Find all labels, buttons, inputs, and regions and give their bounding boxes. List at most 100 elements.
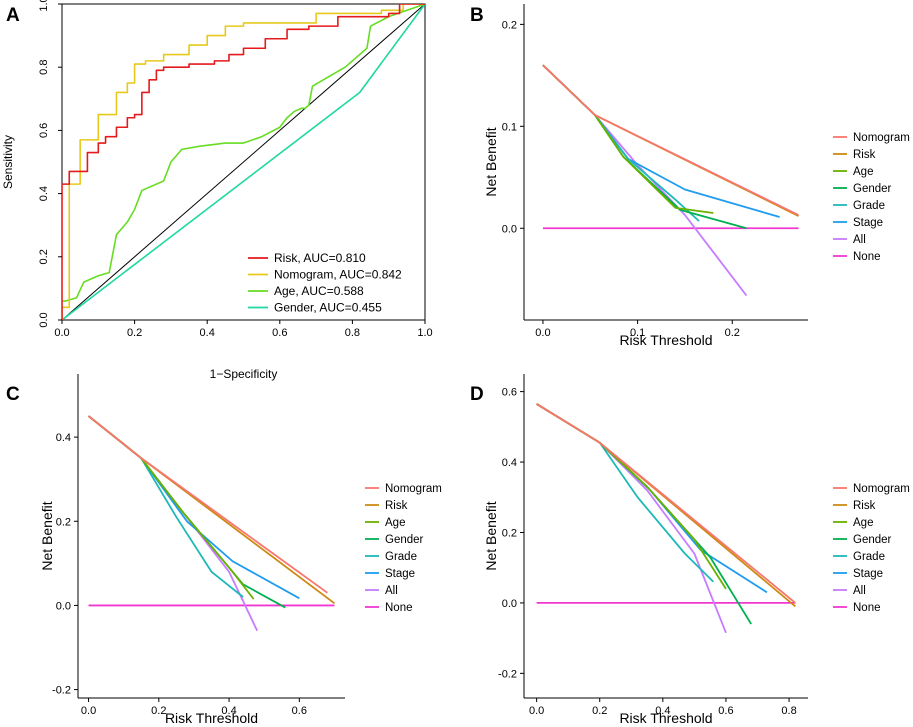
y-tick-label: 0.4 xyxy=(38,186,50,201)
x-tick-label: 0.2 xyxy=(592,705,607,717)
legend-label-grade: Grade xyxy=(385,551,417,563)
x-tick-label: 0.2 xyxy=(127,327,142,339)
series-line-nomogram xyxy=(62,4,425,320)
series-line-risk xyxy=(542,64,799,217)
legend-label-gender: Gender, AUC=0.455 xyxy=(274,301,382,315)
series-line-gender xyxy=(542,64,747,230)
panel-d-decision-curve: 0.0 0.2 0.4 0.6 0.8 -0.2 0.0 0.2 0.4 0.6 Risk Thre… xyxy=(483,374,910,726)
x-tick-label: 0.0 xyxy=(81,705,96,717)
series-line-grade xyxy=(87,415,244,598)
x-tick-label: 0.6 xyxy=(292,705,307,717)
y-tick-label: 0.2 xyxy=(502,19,517,31)
legend-label-none: None xyxy=(853,602,881,614)
legend-label-age: Age xyxy=(385,517,405,529)
y-axis-label: Sensitivity xyxy=(1,135,15,189)
plot-area xyxy=(87,415,336,632)
plot-area xyxy=(542,64,799,297)
series-line-gender xyxy=(536,403,752,625)
x-tick-label: 0.4 xyxy=(221,705,236,717)
legend-label-risk: Risk xyxy=(853,149,876,161)
y-tick-label: 0.1 xyxy=(502,121,517,133)
legend: Nomogram Risk Age Gender Grade Stage All None xyxy=(833,483,910,614)
x-axis-label: Risk Threshold xyxy=(165,710,258,726)
series-line-gender xyxy=(62,4,425,320)
y-tick-label: 0.4 xyxy=(56,432,71,444)
panel-letter-c: C xyxy=(6,384,20,405)
legend-label-nomogram: Nomogram xyxy=(385,483,442,495)
x-axis-label: Risk Threshold xyxy=(619,710,712,726)
y-tick-label: 0.6 xyxy=(38,123,50,138)
legend-label-all: All xyxy=(853,234,866,246)
y-tick-label: 0.4 xyxy=(502,457,517,469)
y-tick-label: 0.0 xyxy=(502,223,517,235)
x-tick-label: 0.6 xyxy=(718,705,733,717)
x-tick-label: 0.4 xyxy=(200,327,215,339)
legend-label-gender: Gender xyxy=(385,534,424,546)
legend-label-risk: Risk xyxy=(385,500,408,512)
legend-label-none: None xyxy=(853,251,881,263)
x-tick-label: 0.6 xyxy=(272,327,287,339)
y-axis-label: Net Benefit xyxy=(483,501,499,570)
x-tick-label: 1.0 xyxy=(417,327,432,339)
plot-area xyxy=(536,403,796,634)
legend-label-gender: Gender xyxy=(853,534,892,546)
legend-label-grade: Grade xyxy=(853,200,885,212)
x-axis-label: 1−Specificity xyxy=(210,367,278,381)
series-line-nomogram xyxy=(542,64,799,216)
legend: Risk, AUC=0.810 Nomogram, AUC=0.842 Age, A… xyxy=(248,251,402,315)
y-tick-label: -0.2 xyxy=(498,668,517,680)
series-line-grade xyxy=(536,403,714,583)
x-tick-label: 0.2 xyxy=(725,327,740,339)
x-axis-label: Risk Threshold xyxy=(619,332,712,348)
y-tick-label: 0.2 xyxy=(38,249,50,264)
y-axis-label: Net Benefit xyxy=(483,127,499,196)
legend-label-all: All xyxy=(385,585,398,597)
legend-label-nomogram: Nomogram xyxy=(853,132,910,144)
x-tick-label: 0.4 xyxy=(655,705,670,717)
series-line-all xyxy=(542,64,748,297)
x-tick-label: 0.2 xyxy=(151,705,166,717)
legend-label-age: Age, AUC=0.588 xyxy=(274,284,364,298)
legend-label-gender: Gender xyxy=(853,183,892,195)
y-tick-label: 0.0 xyxy=(38,312,50,327)
legend-label-grade: Grade xyxy=(853,551,885,563)
series-line-stage xyxy=(87,415,300,600)
y-tick-label: 0.2 xyxy=(502,527,517,539)
panel-b-decision-curve: 0.0 0.1 0.2 0.0 0.1 0.2 Risk Threshold Net Bene… xyxy=(483,4,910,348)
series-line-age xyxy=(62,4,425,302)
series-line-nomogram xyxy=(536,403,796,604)
legend: Nomogram Risk Age Gender Grade Stage All None xyxy=(365,483,442,614)
plot-area xyxy=(62,4,425,320)
series-line-risk xyxy=(62,4,425,320)
x-tick-label: 0.1 xyxy=(630,327,645,339)
legend-label-stage: Stage xyxy=(853,217,883,229)
y-tick-label: 0.8 xyxy=(38,60,50,75)
reference-diagonal-line xyxy=(62,4,425,320)
panel-letter-a: A xyxy=(6,5,20,26)
x-tick-label: 0.0 xyxy=(54,327,69,339)
panel-letter-d: D xyxy=(470,384,484,405)
y-tick-label: -0.2 xyxy=(52,685,71,697)
series-line-nomogram xyxy=(87,415,328,594)
y-tick-label: 0.6 xyxy=(502,387,517,399)
legend-label-none: None xyxy=(385,602,413,614)
y-tick-label: 0.0 xyxy=(56,600,71,612)
y-tick-label: 0.0 xyxy=(502,598,517,610)
x-tick-label: 0.8 xyxy=(345,327,360,339)
series-line-risk xyxy=(536,403,796,608)
legend-label-nomogram: Nomogram xyxy=(853,483,910,495)
legend-label-age: Age xyxy=(853,517,873,529)
y-axis-label: Net Benefit xyxy=(39,501,55,570)
series-line-all xyxy=(536,403,727,634)
x-tick-label: 0.0 xyxy=(529,705,544,717)
legend: Nomogram Risk Age Gender Grade Stage All None xyxy=(833,132,910,263)
legend-label-stage: Stage xyxy=(385,568,415,580)
legend-label-nomogram: Nomogram, AUC=0.842 xyxy=(274,268,402,282)
legend-label-age: Age xyxy=(853,166,873,178)
series-line-gender xyxy=(87,415,286,609)
legend-label-risk: Risk, AUC=0.810 xyxy=(274,251,366,265)
x-tick-label: 0.0 xyxy=(535,327,550,339)
panel-letter-b: B xyxy=(470,5,484,26)
